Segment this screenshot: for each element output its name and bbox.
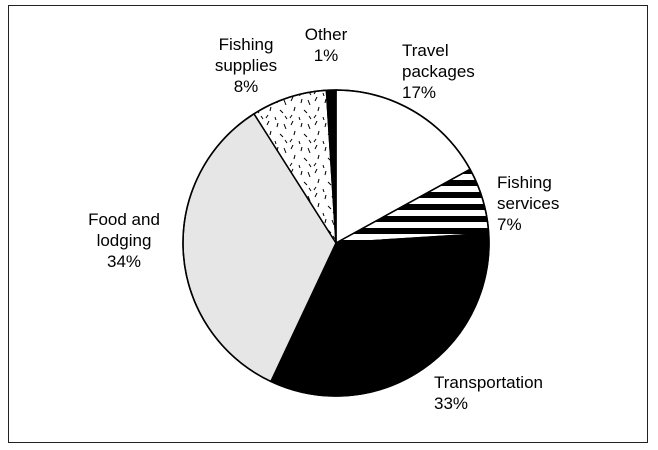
slice-label-3: Food and lodging 34%	[88, 210, 160, 271]
slice-percent-label: 1%	[314, 46, 339, 65]
slice-percent-label: 8%	[234, 77, 259, 96]
slice-percent-label: 7%	[497, 215, 522, 234]
slice-label-2: Transportation 33%	[434, 373, 543, 413]
slice-label-1: Fishing services 7%	[497, 173, 559, 234]
slice-label-0: Travel packages 17%	[402, 41, 475, 102]
slice-percent-label: 17%	[402, 83, 436, 102]
slice-label-text: Food and	[88, 210, 160, 229]
slice-label-text: services	[497, 194, 559, 213]
slice-label-text: Travel	[402, 41, 449, 60]
slice-label-5: Other 1%	[305, 25, 348, 65]
pie-outline	[182, 89, 490, 397]
slice-label-text: supplies	[215, 56, 277, 75]
slice-label-4: Fishing supplies 8%	[215, 35, 277, 96]
slice-label-text: Fishing	[219, 35, 274, 54]
slice-label-text: Fishing	[497, 173, 552, 192]
slice-label-text: lodging	[97, 231, 152, 250]
slice-percent-label: 34%	[107, 252, 141, 271]
slice-label-text: packages	[402, 62, 475, 81]
slice-label-text: Other	[305, 25, 348, 44]
slice-label-text: Transportation	[434, 373, 543, 392]
slice-percent-label: 33%	[434, 394, 468, 413]
